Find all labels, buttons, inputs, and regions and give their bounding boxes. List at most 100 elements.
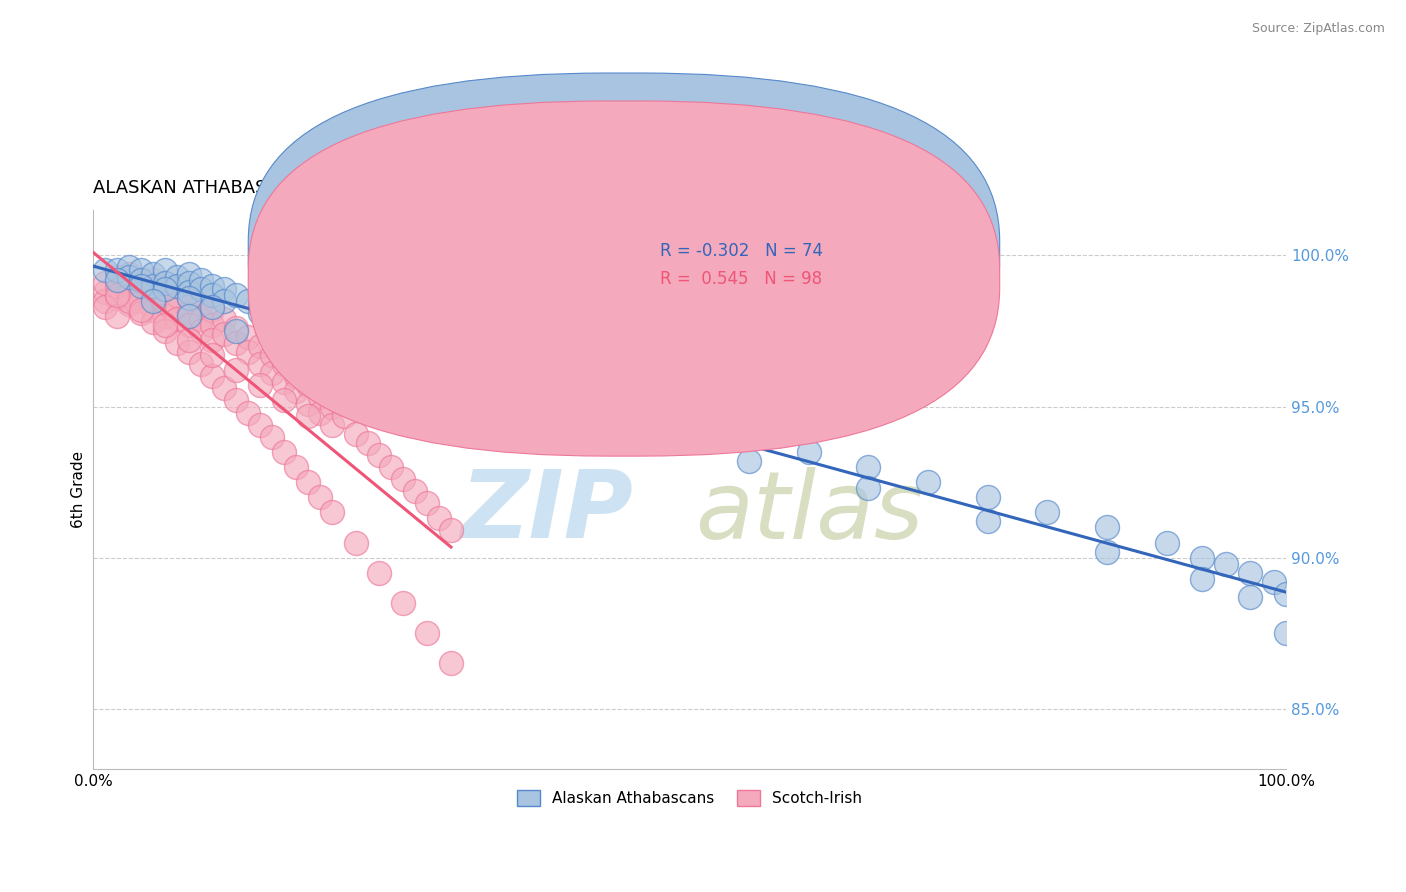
Point (105, 278, 128, 293)
Point (392, 596, 415, 610)
Point (560, 387, 582, 401)
Point (308, 391, 330, 405)
Point (1239, 566, 1261, 580)
Point (214, 326, 236, 341)
Point (201, 278, 224, 293)
Point (344, 339, 367, 353)
Point (118, 276, 141, 290)
Point (284, 311, 307, 326)
Point (262, 302, 284, 317)
Point (129, 263, 152, 277)
Point (858, 481, 880, 495)
Point (153, 282, 176, 296)
Point (142, 315, 165, 329)
Point (262, 348, 284, 362)
Text: ALASKAN ATHABASCAN VS SCOTCH-IRISH 6TH GRADE CORRELATION CHART: ALASKAN ATHABASCAN VS SCOTCH-IRISH 6TH G… (93, 179, 780, 197)
Point (214, 381, 236, 395)
Point (225, 336, 247, 351)
Point (129, 278, 152, 293)
Point (284, 460, 307, 475)
Point (977, 490, 1000, 504)
Point (238, 345, 260, 359)
Point (917, 475, 939, 489)
Point (153, 297, 176, 311)
Point (153, 276, 176, 290)
Point (858, 460, 880, 475)
Point (1275, 626, 1298, 640)
Point (321, 505, 343, 519)
Point (262, 366, 284, 380)
Point (166, 300, 188, 314)
Point (262, 430, 284, 444)
Point (190, 282, 212, 296)
Point (153, 263, 176, 277)
Point (797, 445, 820, 459)
Point (238, 406, 260, 420)
Point (1239, 590, 1261, 604)
Point (225, 324, 247, 338)
Point (190, 272, 212, 286)
Point (214, 311, 236, 326)
Point (380, 460, 402, 475)
Point (94, 263, 117, 277)
Point (118, 269, 141, 284)
Point (416, 626, 439, 640)
Point (94, 300, 117, 314)
Point (201, 348, 224, 362)
Point (297, 409, 319, 423)
Point (166, 287, 188, 301)
Point (118, 287, 141, 301)
Point (1095, 544, 1118, 558)
Point (249, 297, 271, 311)
Point (166, 278, 188, 293)
Point (142, 291, 165, 305)
Legend: Alaskan Athabascans, Scotch-Irish: Alaskan Athabascans, Scotch-Irish (510, 784, 869, 812)
Point (678, 415, 700, 429)
Point (440, 524, 463, 538)
Point (142, 272, 165, 286)
Point (177, 306, 200, 320)
Point (284, 369, 307, 384)
Point (201, 287, 224, 301)
Point (142, 293, 165, 308)
Point (201, 369, 224, 384)
Point (153, 324, 176, 338)
Point (129, 272, 152, 286)
Point (129, 302, 152, 317)
Point (297, 318, 319, 332)
Point (332, 333, 354, 347)
Point (380, 354, 402, 368)
Point (142, 267, 165, 281)
Point (344, 426, 367, 441)
Point (225, 287, 247, 301)
Point (225, 321, 247, 335)
Point (166, 269, 188, 284)
Point (1095, 520, 1118, 534)
Text: R =  0.545   N = 98: R = 0.545 N = 98 (659, 269, 823, 288)
Point (1036, 505, 1059, 519)
Point (105, 269, 128, 284)
Point (344, 535, 367, 549)
Text: R = -0.302   N = 74: R = -0.302 N = 74 (659, 242, 823, 260)
Point (105, 291, 128, 305)
Point (105, 263, 128, 277)
Point (129, 272, 152, 286)
Point (619, 400, 641, 414)
Point (190, 324, 212, 338)
Text: atlas: atlas (695, 467, 922, 558)
Point (297, 378, 319, 392)
Point (1156, 535, 1178, 549)
Point (177, 318, 200, 332)
Point (105, 309, 128, 323)
Point (1215, 557, 1237, 571)
Point (416, 357, 439, 371)
Point (440, 376, 463, 390)
Point (177, 309, 200, 323)
Point (977, 515, 1000, 529)
Point (166, 336, 188, 351)
Point (499, 376, 522, 390)
Point (201, 333, 224, 347)
Point (560, 411, 582, 425)
Point (380, 348, 402, 362)
Point (273, 376, 295, 390)
